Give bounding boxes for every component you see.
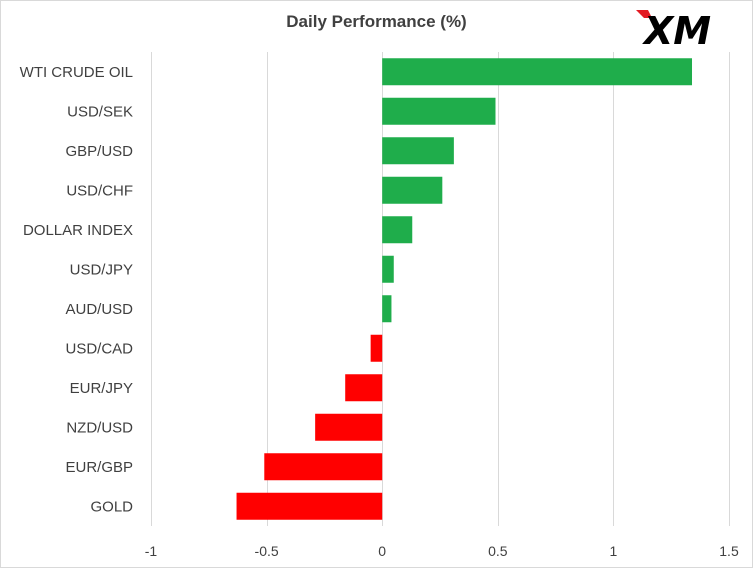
category-label: EUR/JPY [70, 380, 133, 397]
bar [382, 216, 413, 244]
bar [370, 334, 383, 362]
category-label: USD/CHF [66, 182, 133, 199]
category-label: USD/JPY [70, 261, 133, 278]
bar [315, 413, 383, 441]
logo-text: XM [642, 9, 711, 50]
category-label: GBP/USD [65, 143, 133, 160]
x-tick-labels: -1 -0.5 0 0.5 1 1.5 [145, 543, 739, 559]
bars [236, 58, 693, 520]
x-tick-label: 1.5 [719, 543, 739, 559]
bar [382, 97, 496, 125]
bar [236, 492, 383, 520]
category-label: NZD/USD [66, 419, 133, 436]
bar [264, 453, 383, 481]
category-label: EUR/GBP [65, 459, 133, 476]
x-tick-label: 0.5 [488, 543, 508, 559]
bar [382, 58, 693, 86]
category-label: AUD/USD [65, 301, 133, 318]
bar [382, 176, 443, 204]
bar [382, 255, 394, 283]
x-tick-label: -0.5 [255, 543, 279, 559]
x-tick-label: 1 [610, 543, 618, 559]
bar [382, 137, 454, 165]
bar [345, 374, 383, 402]
chart-title: Daily Performance (%) [286, 12, 467, 31]
bar [382, 295, 392, 323]
grid-lines [151, 52, 730, 526]
category-label: WTI CRUDE OIL [20, 64, 133, 81]
x-tick-label: 0 [378, 543, 386, 559]
category-label: DOLLAR INDEX [23, 222, 133, 239]
xm-logo-icon: XM [636, 9, 711, 50]
category-label: USD/SEK [67, 103, 133, 120]
category-label: GOLD [90, 498, 133, 515]
category-labels: WTI CRUDE OIL USD/SEK GBP/USD USD/CHF DOLLAR… [20, 64, 134, 516]
category-label: USD/CAD [65, 340, 133, 357]
x-tick-label: -1 [145, 543, 158, 559]
